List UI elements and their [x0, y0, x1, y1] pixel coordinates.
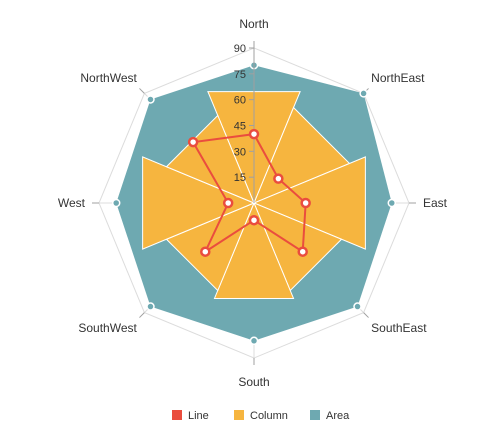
category-label: North — [239, 17, 268, 31]
radial-tick-label: 90 — [234, 43, 246, 55]
line-marker — [248, 214, 260, 226]
area-marker — [359, 89, 368, 98]
line-marker — [187, 136, 199, 148]
column-series — [142, 91, 366, 299]
area-marker — [387, 198, 397, 208]
legend-swatch — [310, 410, 320, 420]
area-marker — [249, 336, 259, 346]
category-label: West — [58, 196, 86, 210]
radial-tick-label: 15 — [234, 172, 246, 184]
category-tick — [139, 312, 145, 318]
category-tick — [363, 312, 369, 318]
radial-tick-label: 60 — [234, 95, 246, 107]
category-tick — [139, 88, 145, 94]
line-marker — [200, 246, 211, 257]
radial-axis: 15 30 45 60 75 90 — [111, 43, 397, 346]
category-label: NorthWest — [80, 71, 137, 85]
legend-swatch — [234, 410, 244, 420]
radial-tick-label: 30 — [234, 146, 246, 158]
radial-tick-label: 75 — [234, 69, 246, 81]
radial-tick-label: 45 — [234, 121, 246, 133]
legend-label: Line — [188, 410, 209, 422]
category-label: NorthEast — [371, 71, 425, 85]
area-marker — [353, 302, 362, 311]
area-marker — [146, 95, 155, 104]
legend-label: Area — [326, 410, 350, 422]
line-marker — [273, 173, 284, 184]
line-marker — [300, 197, 311, 209]
area-marker — [111, 198, 121, 208]
category-label: South — [238, 375, 269, 389]
legend-label: Column — [250, 410, 288, 422]
line-series — [187, 128, 311, 257]
legend: Line Column Area — [172, 410, 350, 422]
category-label: East — [423, 196, 448, 210]
line-marker — [222, 197, 234, 209]
legend-swatch — [172, 410, 182, 420]
category-label: SouthEast — [371, 321, 427, 335]
area-marker — [146, 302, 155, 311]
category-label: SouthWest — [78, 321, 137, 335]
category-labels: North NorthEast East SouthEast South SouthWes… — [58, 17, 448, 389]
line-marker — [297, 246, 308, 257]
line-marker — [248, 128, 260, 140]
